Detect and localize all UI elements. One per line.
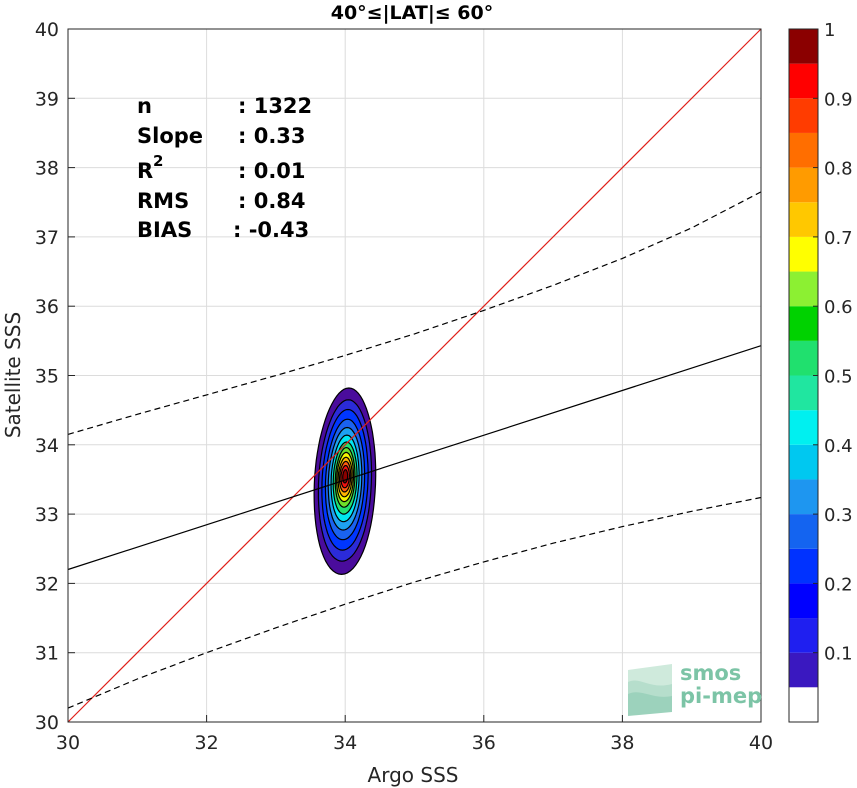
x-axis-label: Argo SSS xyxy=(368,763,459,787)
colorbar-segment xyxy=(789,583,818,619)
colorbar-tick-labels: 0.1 0.2 0.3 0.4 0.5 0.6 0.7 0.8 0.9 1 xyxy=(824,20,853,665)
colorbar-segment xyxy=(789,548,818,584)
smos-pi-mep-logo: smos pi-mep xyxy=(628,661,762,716)
logo-text-line2: pi-mep xyxy=(680,684,762,708)
stat-label: RMS xyxy=(137,189,189,213)
x-tick-label: 38 xyxy=(610,732,634,754)
y-tick-label: 38 xyxy=(35,158,59,180)
regression-line xyxy=(67,345,762,571)
colorbar-segment xyxy=(789,29,818,64)
stat-value: : 0.84 xyxy=(238,189,306,213)
lower-bound-line xyxy=(67,496,762,709)
stat-value: : 0.01 xyxy=(238,159,306,183)
x-tick-label: 32 xyxy=(195,732,219,754)
y-tick-label: 30 xyxy=(35,712,59,734)
y-tick-labels: 30 31 32 33 34 35 36 37 38 39 40 xyxy=(35,19,59,734)
y-tick-label: 36 xyxy=(35,296,59,318)
colorbar-segment xyxy=(789,375,818,411)
colorbar-tick-label: 0.4 xyxy=(824,436,853,457)
colorbar-tick-label: 0.2 xyxy=(824,574,853,595)
colorbar-segment xyxy=(789,202,818,237)
x-tick-label: 30 xyxy=(56,732,80,754)
logo-text-line1: smos xyxy=(680,661,741,685)
y-tick-label: 39 xyxy=(35,88,59,110)
colorbar-segment xyxy=(789,167,818,203)
y-tick-label: 35 xyxy=(35,366,59,388)
colorbar-segment xyxy=(789,98,818,133)
y-tick-label: 32 xyxy=(35,573,59,595)
colorbar-segment xyxy=(789,340,818,376)
colorbar-tick-label: 0.6 xyxy=(824,297,853,318)
stat-label: R xyxy=(137,159,153,183)
x-tick-label: 40 xyxy=(749,732,773,754)
x-tick-labels: 30 32 34 36 38 40 xyxy=(56,732,773,754)
y-tick-label: 40 xyxy=(35,19,59,41)
stat-label-superscript: 2 xyxy=(153,152,163,170)
colorbar-segment xyxy=(789,652,818,688)
colorbar-tick-label: 1 xyxy=(824,20,835,41)
colorbar-segment xyxy=(789,410,818,445)
y-tick-label: 34 xyxy=(35,435,59,457)
reference-lines xyxy=(67,28,762,723)
colorbar-segment xyxy=(789,63,818,99)
one-to-one-line xyxy=(67,28,762,723)
stat-value: : 0.33 xyxy=(238,124,306,148)
colorbar-segment xyxy=(789,306,818,341)
y-tick-label: 31 xyxy=(35,643,59,665)
stat-value: : 1322 xyxy=(238,94,312,118)
stat-label: n xyxy=(137,94,152,118)
colorbar-segment xyxy=(789,444,818,480)
logo-mark-icon xyxy=(628,664,672,716)
upper-bound-line xyxy=(67,191,762,435)
y-tick-label: 37 xyxy=(35,227,59,249)
x-tick-label: 36 xyxy=(472,732,496,754)
stat-value: : -0.43 xyxy=(233,218,309,242)
colorbar-segment xyxy=(789,236,818,272)
colorbar-segment xyxy=(789,132,818,168)
colorbar-tick-label: 0.1 xyxy=(824,644,853,665)
statistics-box: n : 1322 Slope : 0.33 R 2 : 0.01 RMS : 0.84 BIAS:… xyxy=(137,94,312,242)
colorbar-tick-label: 0.3 xyxy=(824,505,853,526)
density-contours xyxy=(313,387,377,576)
colorbar-tick-label: 0.9 xyxy=(824,89,853,110)
y-tick-label: 33 xyxy=(35,504,59,526)
stat-label: BIAS xyxy=(137,218,192,242)
colorbar-segment xyxy=(789,687,818,722)
colorbar xyxy=(788,28,819,723)
y-axis-label: Satellite SSS xyxy=(1,312,25,438)
colorbar-tick-label: 0.7 xyxy=(824,228,853,249)
axes-frame xyxy=(67,28,762,723)
colorbar-tick-label: 0.8 xyxy=(824,159,853,180)
stat-label: Slope xyxy=(137,124,203,148)
colorbar-segment xyxy=(789,479,818,515)
chart-title: 40°≤|LAT|≤ 60° xyxy=(331,2,494,24)
colorbar-tick-label: 0.5 xyxy=(824,367,853,388)
colorbar-segment xyxy=(789,271,818,307)
colorbar-segment xyxy=(789,514,818,549)
colorbar-segment xyxy=(789,618,818,653)
x-tick-label: 34 xyxy=(333,732,357,754)
